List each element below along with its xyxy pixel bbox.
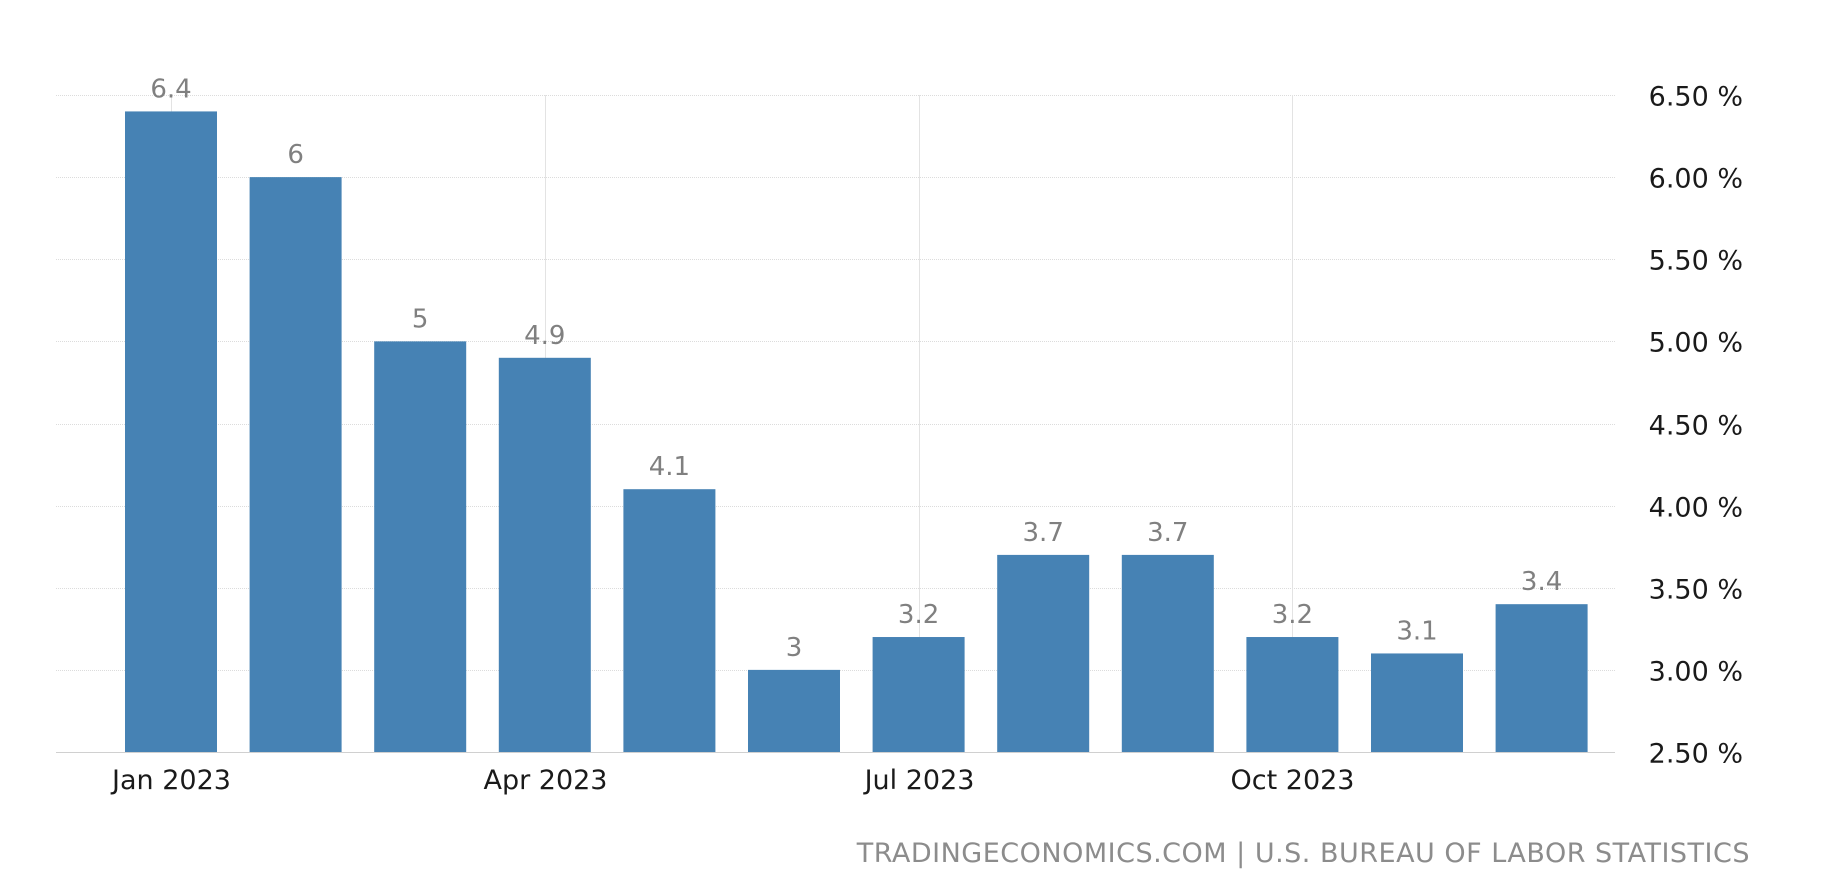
y-tick-label: 6.50 % (1649, 82, 1743, 113)
chart-data-labels: 6.4 6 5 4.9 4.1 3 3.2 3.7 3.7 3.2 3.1 3.4 (150, 74, 1562, 662)
bar (872, 637, 965, 752)
x-tick-label: Apr 2023 (483, 765, 607, 796)
bar (498, 357, 591, 752)
data-label: 5 (412, 304, 429, 334)
y-axis: 2.50 % 3.00 % 3.50 % 4.00 % 4.50 % 5.00 % 5.50… (1649, 82, 1743, 770)
bar (997, 554, 1090, 752)
bar (1495, 604, 1588, 752)
x-tick-label: Jul 2023 (863, 765, 975, 796)
data-label: 3 (786, 633, 803, 663)
y-tick-label: 5.00 % (1649, 328, 1743, 359)
y-tick-label: 4.00 % (1649, 493, 1743, 524)
data-label: 4.9 (524, 321, 565, 351)
y-tick-label: 6.00 % (1649, 164, 1743, 195)
bar (1121, 554, 1214, 752)
x-tick-label: Oct 2023 (1231, 765, 1355, 796)
y-tick-label: 4.50 % (1649, 411, 1743, 442)
source-attribution: TRADINGECONOMICS.COM | U.S. BUREAU OF LA… (856, 838, 1750, 869)
data-label: 3.7 (1023, 518, 1064, 548)
y-tick-label: 2.50 % (1649, 739, 1743, 770)
bar (1246, 637, 1339, 752)
data-label: 4.1 (649, 452, 690, 482)
y-tick-label: 5.50 % (1649, 246, 1743, 277)
bar (1371, 653, 1463, 752)
data-label: 6.4 (150, 74, 191, 104)
bar (748, 669, 840, 752)
data-label: 3.7 (1147, 518, 1188, 548)
x-tick-label: Jan 2023 (110, 765, 231, 796)
data-label: 3.1 (1396, 616, 1437, 646)
data-label: 3.4 (1521, 567, 1562, 597)
y-tick-label: 3.50 % (1649, 575, 1743, 606)
bar (374, 341, 467, 752)
bar (623, 489, 716, 752)
data-label: 6 (287, 140, 304, 170)
data-label: 3.2 (898, 600, 939, 630)
x-axis: Jan 2023 Apr 2023 Jul 2023 Oct 2023 (110, 765, 1354, 796)
bar (125, 111, 217, 753)
data-label: 3.2 (1272, 600, 1313, 630)
bar (249, 177, 342, 752)
y-tick-label: 3.00 % (1649, 657, 1743, 688)
chart-bars (125, 111, 1588, 753)
